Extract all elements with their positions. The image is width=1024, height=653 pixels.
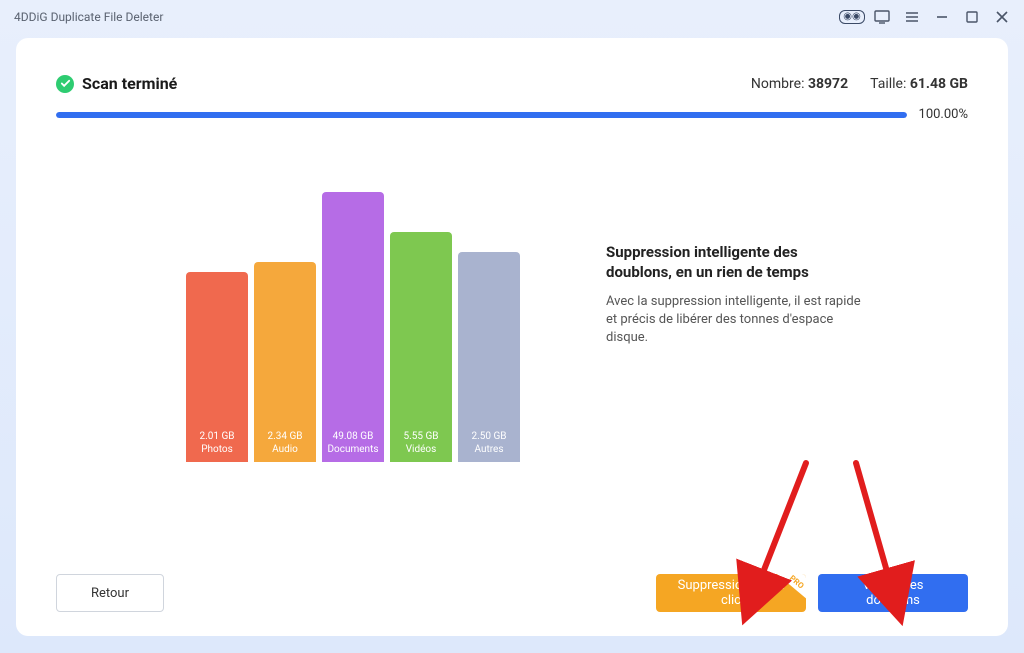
- bar-label: 2.34 GBAudio: [254, 430, 316, 456]
- bar-label: 2.50 GBAutres: [458, 430, 520, 456]
- verify-duplicates-button[interactable]: Vérifier les doublons: [818, 574, 968, 612]
- back-button[interactable]: Retour: [56, 574, 164, 612]
- titlebar-controls: ◉◉: [844, 9, 1010, 25]
- bar-label: 5.55 GBVidéos: [390, 430, 452, 456]
- chart-bar: 2.50 GBAutres: [458, 252, 520, 462]
- chart-bar: 2.34 GBAudio: [254, 262, 316, 462]
- stats: Nombre: 38972 Taille: 61.48 GB: [751, 76, 968, 92]
- progress: 100.00%: [56, 107, 968, 122]
- monitor-icon[interactable]: [874, 9, 890, 25]
- main-card: Scan terminé Nombre: 38972 Taille: 61.48…: [16, 38, 1008, 636]
- menu-icon[interactable]: [904, 9, 920, 25]
- bar-label: 2.01 GBPhotos: [186, 430, 248, 456]
- footer-row: Retour Suppression en un clic PRO Vérifi…: [56, 574, 968, 612]
- action-buttons: Suppression en un clic PRO Vérifier les …: [656, 574, 968, 612]
- app-title: 4DDiG Duplicate File Deleter: [14, 10, 163, 24]
- chart-bar: 5.55 GBVidéos: [390, 232, 452, 462]
- maximize-icon[interactable]: [964, 9, 980, 25]
- minimize-icon[interactable]: [934, 9, 950, 25]
- progress-pct: 100.00%: [919, 107, 968, 122]
- check-icon: [56, 75, 74, 93]
- scan-status: Scan terminé: [56, 74, 177, 93]
- bar-label: 49.08 GBDocuments: [322, 430, 384, 456]
- progress-fill: [56, 112, 907, 118]
- robot-icon[interactable]: ◉◉: [844, 9, 860, 25]
- chart-bar: 49.08 GBDocuments: [322, 192, 384, 462]
- category-bar-chart: 2.01 GBPhotos2.34 GBAudio49.08 GBDocumen…: [186, 182, 546, 462]
- promo-headline: Suppression intelligente des doublons, e…: [606, 242, 866, 283]
- titlebar: 4DDiG Duplicate File Deleter ◉◉: [0, 0, 1024, 34]
- header-row: Scan terminé Nombre: 38972 Taille: 61.48…: [56, 74, 968, 93]
- content-row: 2.01 GBPhotos2.34 GBAudio49.08 GBDocumen…: [56, 182, 968, 462]
- promo-desc: Avec la suppression intelligente, il est…: [606, 293, 866, 348]
- close-icon[interactable]: [994, 9, 1010, 25]
- count-stat: Nombre: 38972: [751, 76, 848, 92]
- promo-block: Suppression intelligente des doublons, e…: [586, 182, 968, 462]
- size-stat: Taille: 61.48 GB: [870, 76, 968, 92]
- chart-bar: 2.01 GBPhotos: [186, 272, 248, 462]
- status-text: Scan terminé: [82, 74, 177, 93]
- one-click-delete-button[interactable]: Suppression en un clic PRO: [656, 574, 806, 612]
- one-click-label: Suppression en un clic: [676, 578, 786, 608]
- progress-track: [56, 112, 907, 118]
